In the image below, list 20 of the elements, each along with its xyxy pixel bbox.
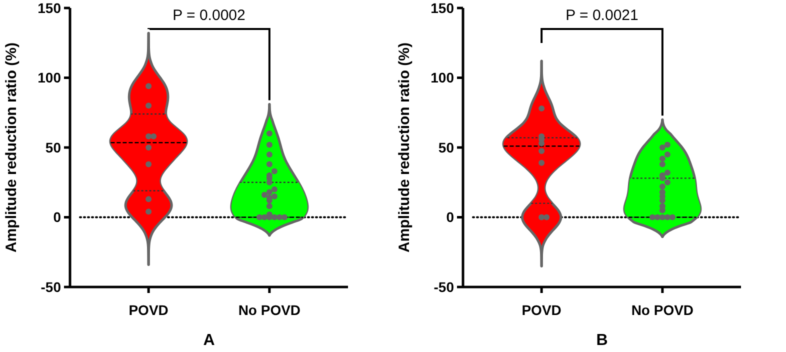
y-axis-title: Amplitude reduction ratio (%) [396, 42, 413, 252]
y-tick-label: -50 [40, 278, 62, 295]
x-tick-label: POVD [128, 302, 168, 318]
annotation: P = 0.0002 [172, 7, 246, 24]
y-tick-label: 0 [446, 209, 454, 226]
y-axis-title: Amplitude reduction ratio (%) [3, 42, 20, 252]
y-tick-label: 0 [53, 209, 62, 226]
y-tick-label: 100 [430, 70, 454, 86]
x-tick-label: No POVD [631, 302, 694, 318]
y-tick-label: 100 [38, 70, 62, 86]
y-tick-label: 50 [438, 139, 454, 156]
y-tick-label: 150 [38, 0, 62, 16]
y-tick-label: 150 [430, 0, 454, 16]
annotation: P = 0.0021 [566, 7, 638, 24]
y-tick-label: -50 [434, 278, 454, 295]
x-axis-title: B [596, 332, 608, 349]
x-tick-label: No POVD [238, 302, 301, 318]
y-tick-label: 50 [45, 139, 62, 156]
x-tick-label: POVD [522, 302, 562, 318]
x-axis-title: A [203, 332, 216, 349]
